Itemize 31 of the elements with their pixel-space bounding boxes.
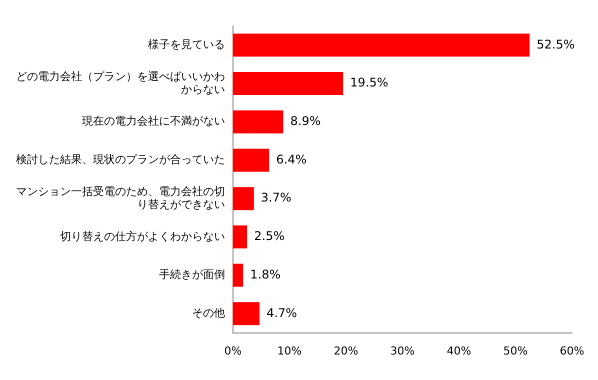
x-tick-label: 60%: [560, 344, 584, 358]
data-label: 2.5%: [254, 229, 285, 244]
y-tick-label: 様子を見ている: [148, 38, 225, 52]
x-tick-label: 0%: [224, 344, 242, 358]
y-tick-label: 切り替えの仕方がよくわからない: [60, 230, 225, 243]
data-label: 8.9%: [290, 114, 321, 128]
data-label: 3.7%: [260, 190, 292, 205]
data-label: 1.8%: [250, 267, 281, 282]
bar: [233, 264, 244, 287]
bar: [233, 187, 254, 210]
data-label: 4.7%: [266, 306, 298, 320]
y-tick-label: 手続きが面倒: [159, 268, 225, 282]
bar: [233, 148, 270, 172]
x-tick-label: 10%: [277, 344, 302, 358]
bar: [233, 302, 260, 326]
bar: [233, 72, 344, 96]
x-tick-label: 20%: [334, 344, 358, 358]
y-tick-label: 現在の電力会社に不満がない: [82, 114, 225, 128]
x-tick-label: 40%: [446, 344, 472, 358]
x-tick-label: 50%: [503, 344, 528, 358]
y-tick-label: マンション一括受電のため、電力会社の切り替えができない: [16, 184, 225, 212]
data-label: 6.4%: [276, 152, 307, 166]
y-tick-label: その他: [192, 306, 225, 320]
data-label: 19.5%: [350, 76, 388, 90]
bar: [233, 225, 248, 248]
x-tick-label: 30%: [390, 344, 415, 358]
y-tick-label: 検討した結果、現状のプランが合っていた: [16, 153, 225, 166]
bar: [233, 34, 530, 57]
data-label: 52.5%: [536, 37, 575, 52]
y-tick-label: どの電力会社（プラン）を選べばいいかわからない: [16, 70, 225, 96]
bar: [233, 110, 284, 134]
